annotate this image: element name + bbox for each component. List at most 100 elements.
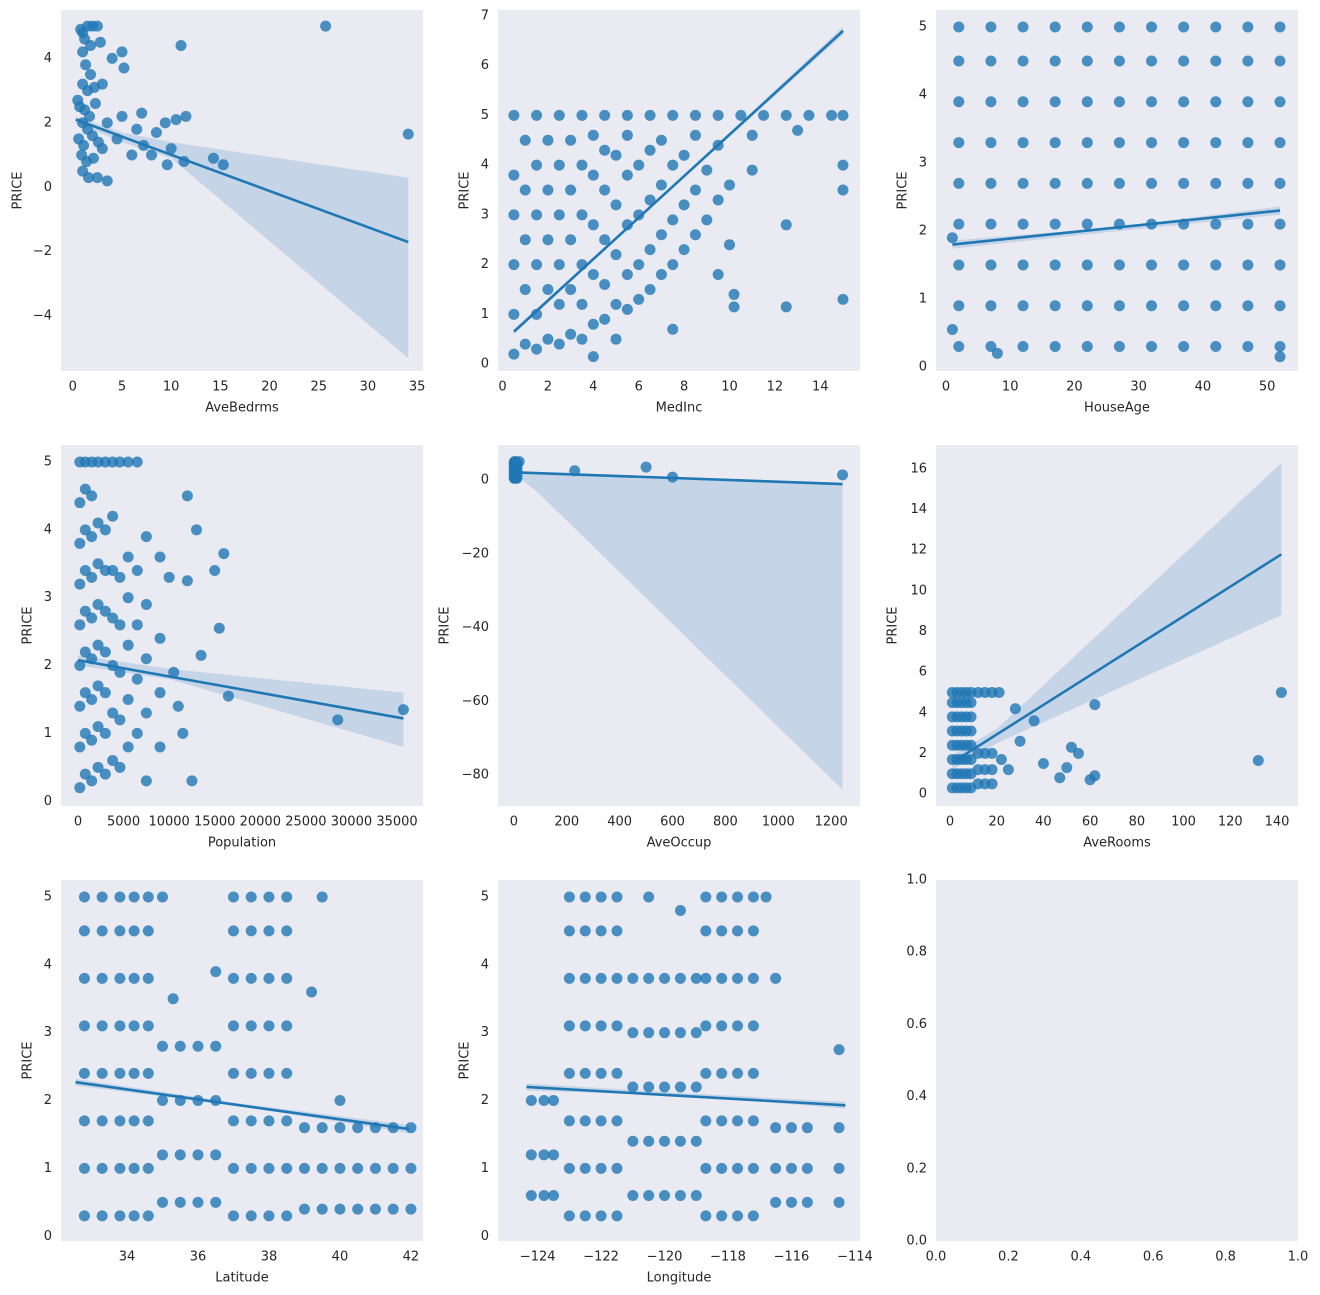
y-tick-label: 5	[44, 454, 52, 469]
point	[281, 1020, 293, 1032]
y-tick-label: 0	[481, 473, 489, 488]
point	[320, 20, 332, 32]
point	[716, 1210, 728, 1222]
point	[643, 1027, 655, 1039]
point	[1242, 300, 1254, 312]
point	[700, 972, 712, 984]
point	[701, 214, 713, 226]
point	[86, 571, 98, 583]
point	[1178, 137, 1190, 149]
point	[78, 139, 90, 151]
point	[106, 52, 118, 64]
point	[747, 1067, 759, 1079]
point	[369, 1203, 381, 1215]
point	[599, 234, 611, 246]
point	[716, 972, 728, 984]
point	[538, 1095, 550, 1107]
point	[599, 184, 611, 196]
x-tick-label: 10000	[148, 815, 189, 830]
point	[519, 184, 531, 196]
point	[576, 209, 588, 221]
point	[1242, 96, 1254, 108]
x-axis-label: MedInc	[656, 401, 703, 416]
point	[599, 278, 611, 290]
x-tick-label: −120	[647, 1250, 683, 1265]
point	[281, 972, 293, 984]
point	[1178, 21, 1190, 33]
point	[157, 1095, 169, 1107]
point	[837, 293, 849, 305]
x-axis-label: Longitude	[647, 1271, 712, 1286]
point	[700, 1067, 712, 1079]
point	[177, 727, 189, 739]
point	[538, 1190, 550, 1202]
point	[126, 149, 138, 161]
point	[170, 114, 182, 126]
y-tick-label: 4	[481, 957, 489, 972]
plot-area	[936, 10, 1298, 371]
point	[531, 109, 543, 121]
point	[587, 129, 599, 141]
point	[1210, 218, 1222, 230]
point	[114, 714, 126, 726]
point	[96, 891, 108, 903]
point	[674, 1190, 686, 1202]
point	[985, 55, 997, 67]
x-axis-label: Population	[208, 836, 276, 851]
regression-line	[75, 118, 409, 244]
point	[1210, 341, 1222, 353]
point	[218, 548, 230, 560]
point	[387, 1203, 399, 1215]
point	[770, 1162, 782, 1174]
point	[785, 1122, 797, 1134]
point	[801, 1196, 813, 1208]
point	[985, 21, 997, 33]
point	[599, 109, 611, 121]
point	[716, 1067, 728, 1079]
point	[227, 1115, 239, 1127]
point	[89, 97, 101, 109]
point	[770, 1122, 782, 1134]
point	[74, 537, 86, 549]
point	[128, 1020, 140, 1032]
point	[953, 96, 965, 108]
point	[227, 1162, 239, 1174]
point	[1146, 259, 1158, 271]
y-tick-label: 0	[919, 787, 927, 802]
point	[611, 891, 623, 903]
point	[78, 1162, 90, 1174]
point	[689, 184, 701, 196]
point	[953, 55, 965, 67]
x-tick-label: 20	[988, 815, 1005, 830]
point	[716, 891, 728, 903]
regression-line	[514, 470, 843, 486]
y-axis-label: PRICE	[438, 607, 453, 645]
point	[78, 1020, 90, 1032]
point	[195, 649, 207, 661]
point	[716, 1162, 728, 1174]
point	[263, 1162, 275, 1174]
point	[553, 159, 565, 171]
subplot: 0 5000 10000 15000 20000 25000 30000 35000 0 1 2 3 4…	[21, 445, 423, 851]
point	[659, 972, 671, 984]
point	[1146, 300, 1158, 312]
point	[1210, 177, 1222, 189]
point	[519, 234, 531, 246]
x-tick-label: 60	[1082, 815, 1099, 830]
point	[154, 741, 166, 753]
point	[78, 925, 90, 937]
y-tick-label: 2	[44, 115, 52, 130]
x-tick-label: 1200	[815, 815, 848, 830]
point	[712, 269, 724, 281]
point	[91, 20, 103, 32]
x-tick-label: 25	[310, 380, 327, 395]
point	[207, 152, 219, 164]
point	[298, 1203, 310, 1215]
point	[1049, 259, 1061, 271]
y-axis-label: PRICE	[21, 1042, 36, 1080]
regression-line	[526, 1085, 846, 1107]
point	[542, 333, 554, 345]
point	[74, 700, 86, 712]
x-tick-label: 0.2	[998, 1250, 1019, 1265]
point	[732, 1067, 744, 1079]
